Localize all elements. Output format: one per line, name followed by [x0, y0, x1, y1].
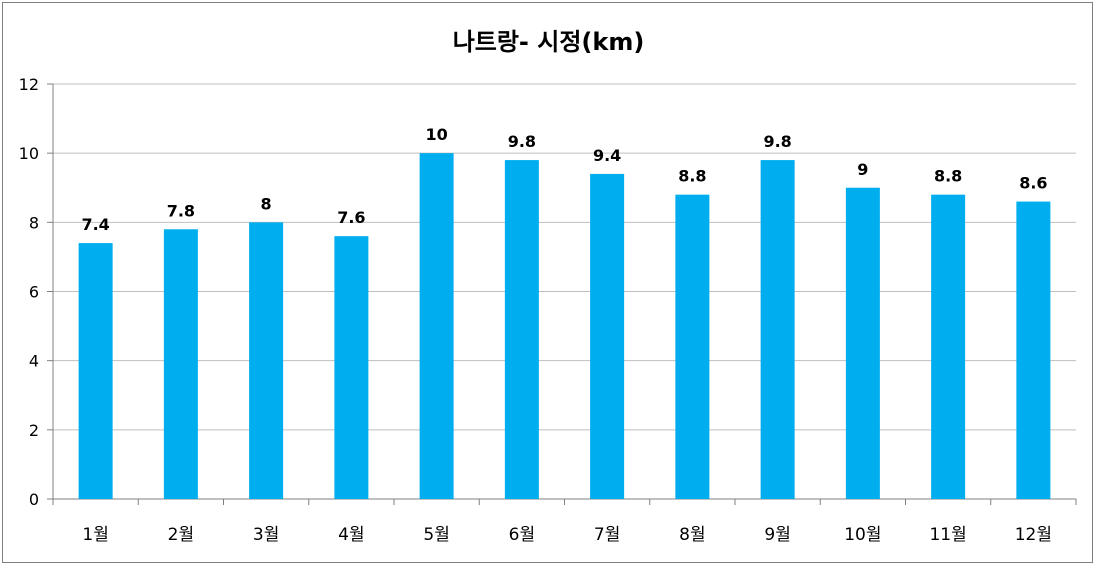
chart-title: 나트랑- 시정(km)	[452, 28, 645, 56]
bar	[163, 229, 198, 499]
x-tick-label: 9월	[764, 525, 790, 545]
y-tick-label: 8	[29, 213, 39, 232]
data-label: 9.8	[508, 132, 536, 151]
data-label: 9.4	[593, 146, 621, 165]
data-label: 7.4	[81, 215, 109, 234]
bar	[504, 160, 539, 500]
data-label: 8.8	[934, 167, 962, 186]
data-label: 8.6	[1019, 174, 1047, 193]
y-tick-label: 6	[29, 283, 39, 302]
bar	[845, 187, 880, 499]
data-label: 10	[425, 125, 447, 144]
x-tick-label: 11월	[929, 525, 966, 545]
x-tick-label: 5월	[423, 525, 449, 545]
bar	[675, 194, 710, 499]
y-tick-label: 10	[19, 144, 39, 163]
x-tick-label: 12월	[1015, 525, 1052, 545]
y-tick-label: 0	[29, 490, 39, 509]
bar	[249, 222, 284, 500]
x-tick-label: 4월	[338, 525, 364, 545]
bar	[931, 194, 966, 499]
data-label: 9	[857, 160, 868, 179]
data-label: 9.8	[763, 132, 791, 151]
bar	[1016, 201, 1051, 500]
data-label: 8	[261, 194, 272, 213]
bar	[334, 236, 369, 499]
x-tick-label: 8월	[679, 525, 705, 545]
bar	[590, 173, 625, 499]
x-tick-label: 1월	[82, 525, 108, 545]
bar	[78, 243, 113, 499]
data-label: 7.8	[167, 201, 195, 220]
x-tick-label: 7월	[594, 525, 620, 545]
data-label: 7.6	[337, 208, 365, 227]
x-tick-label: 10월	[844, 525, 881, 545]
y-tick-label: 12	[19, 75, 39, 94]
data-label: 8.8	[678, 167, 706, 186]
x-tick-label: 6월	[509, 525, 535, 545]
y-tick-label: 2	[29, 421, 39, 440]
x-tick-label: 2월	[168, 525, 194, 545]
y-tick-label: 4	[29, 352, 39, 371]
bar	[760, 160, 795, 500]
bar	[419, 153, 454, 499]
x-tick-label: 3월	[253, 525, 279, 545]
